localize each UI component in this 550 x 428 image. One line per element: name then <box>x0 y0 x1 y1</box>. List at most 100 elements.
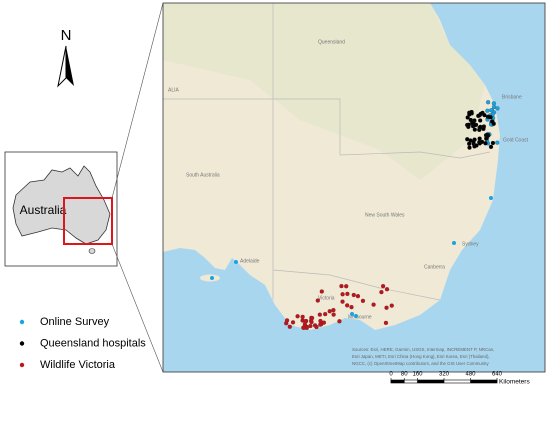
legend-swatch <box>19 362 25 368</box>
point <box>371 302 376 307</box>
point <box>327 309 332 314</box>
map: Queensland ALIA South Australia New Sout… <box>163 3 545 372</box>
legend-label: Online Survey <box>40 316 110 328</box>
point <box>349 305 354 310</box>
point <box>340 299 345 304</box>
point <box>470 120 475 126</box>
point <box>482 113 487 118</box>
point <box>340 292 345 297</box>
point <box>467 112 472 117</box>
scale-tick-label: 80 <box>401 372 408 378</box>
connector <box>111 2 164 199</box>
point <box>384 305 389 310</box>
point <box>465 137 470 142</box>
legend-swatch <box>19 341 25 346</box>
point <box>490 140 496 146</box>
point <box>234 260 238 264</box>
point <box>321 320 327 325</box>
point <box>379 290 384 295</box>
point <box>467 141 472 146</box>
point <box>479 139 485 145</box>
scale-tick-label: 320 <box>439 372 450 378</box>
extent-box <box>63 197 113 245</box>
map-label: Canberra <box>424 264 445 270</box>
point <box>467 145 472 150</box>
point <box>384 287 390 292</box>
point <box>331 312 336 317</box>
scale-bar-segment <box>417 380 444 383</box>
point <box>481 126 486 131</box>
point <box>478 118 483 123</box>
point <box>477 136 482 141</box>
point <box>339 284 344 289</box>
attribution: Esri Japan, METI, Esri China (Hong Kong)… <box>352 354 490 359</box>
point <box>323 312 328 317</box>
point <box>344 284 349 289</box>
point <box>484 132 490 138</box>
map-label: South Australia <box>186 172 220 178</box>
map-label: Adelaide <box>240 258 260 264</box>
point <box>485 108 490 113</box>
point <box>488 144 494 149</box>
point <box>350 312 354 316</box>
north-arrow-left <box>57 45 67 88</box>
scale-tick-label: 480 <box>465 372 476 378</box>
attribution: NGCC, (c) OpenStreetMap contributors, an… <box>352 361 489 366</box>
point <box>301 325 306 330</box>
point <box>489 119 495 124</box>
point <box>355 294 361 299</box>
point <box>495 140 500 145</box>
point <box>380 284 386 289</box>
points <box>210 100 500 330</box>
north-label: N <box>61 27 72 44</box>
point <box>319 289 324 294</box>
map-frame <box>162 2 546 373</box>
scale-tick-label: 160 <box>412 372 423 378</box>
map-label: Gold Coast <box>503 137 529 143</box>
point <box>489 108 494 113</box>
map-label: Melbourne <box>348 314 372 320</box>
legend: Online Survey Queensland hospitals Wildlif… <box>19 316 146 371</box>
point <box>491 101 496 106</box>
point <box>317 312 322 317</box>
map-label: New South Wales <box>365 212 405 218</box>
connector <box>111 243 164 373</box>
point <box>495 106 500 111</box>
scale-tick-label: 0 <box>389 372 393 378</box>
vegetation <box>163 3 485 180</box>
scale-tick-label: 640 <box>492 372 503 378</box>
point <box>466 122 471 127</box>
point <box>478 124 483 130</box>
scale-bar-segment <box>470 380 497 383</box>
legend-label: Queensland hospitals <box>40 337 146 349</box>
point <box>472 127 477 132</box>
map-label: Victoria <box>318 295 335 301</box>
legend-swatch <box>19 319 25 325</box>
inset-label: Australia <box>20 203 67 217</box>
point <box>354 314 358 318</box>
point <box>290 320 296 325</box>
point <box>287 324 292 329</box>
legend-label: Wildlife Victoria <box>40 359 116 371</box>
attribution: Sources: Esri, HERE, Garmin, USGS, Inter… <box>352 347 494 352</box>
point <box>360 298 366 303</box>
point <box>345 303 350 308</box>
point <box>452 241 456 245</box>
point <box>331 308 336 313</box>
border <box>163 98 491 159</box>
map-label: Brisbane <box>502 94 522 100</box>
point <box>471 139 476 144</box>
point <box>300 314 305 320</box>
point <box>486 100 491 105</box>
inset-tasmania <box>88 248 96 254</box>
point <box>487 114 492 120</box>
map-label: Queensland <box>318 39 345 45</box>
point <box>337 319 342 324</box>
map-label: Sydney <box>462 241 479 247</box>
point <box>474 143 479 148</box>
map-label: ALIA <box>168 87 180 93</box>
point <box>476 113 481 119</box>
point <box>210 276 214 280</box>
